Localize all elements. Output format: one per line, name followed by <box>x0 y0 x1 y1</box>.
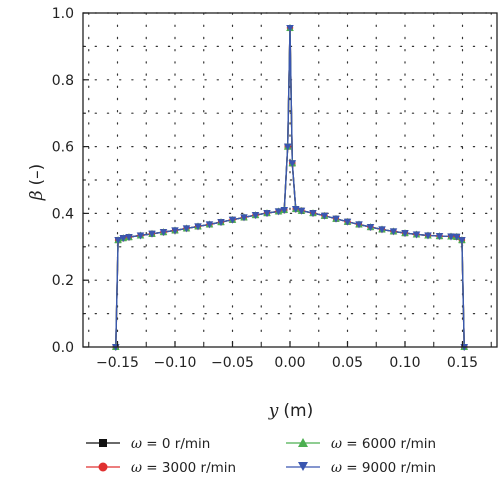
data-point-triangle-down <box>217 219 225 227</box>
legend-marker-square <box>99 439 107 447</box>
legend: ω = 0 r/min ω = 3000 r/min ω = 6000 r/mi… <box>86 436 436 476</box>
x-axis-symbol: y <box>268 401 279 421</box>
data-point-triangle-down <box>366 224 375 232</box>
data-point-triangle-down <box>378 226 386 234</box>
legend-marker-circle <box>98 462 108 472</box>
data-point-triangle-down <box>424 232 432 240</box>
data-point-triangle-down <box>114 237 122 245</box>
y-tick-label: 0.6 <box>52 140 74 156</box>
data-point-triangle-down <box>182 225 191 233</box>
legend-label: ω = 0 r/min <box>131 436 210 452</box>
data-point-triangle-down <box>194 223 202 231</box>
x-tick-label: 0.00 <box>274 355 305 371</box>
legend-symbol: ω <box>331 436 342 452</box>
data-point-triangle-down <box>288 160 297 168</box>
data-point-triangle-down <box>435 233 444 241</box>
y-tick-label: 0.8 <box>52 73 74 89</box>
x-axis-unit: (m) <box>283 401 313 421</box>
data-point-triangle-down <box>343 218 352 226</box>
legend-label: ω = 9000 r/min <box>331 460 436 476</box>
x-tick-label: 0.15 <box>447 355 478 371</box>
data-point-triangle-down <box>286 25 294 33</box>
data-point-triangle-down <box>280 207 289 215</box>
legend-symbol: ω <box>331 460 342 476</box>
y-axis-unit: (–) <box>27 164 47 186</box>
data-point-triangle-down <box>412 231 421 239</box>
data-point-triangle-down <box>401 230 409 238</box>
legend-text: = 9000 r/min <box>342 460 436 476</box>
data-point-triangle-down <box>283 143 292 151</box>
data-point-triangle-down <box>136 232 145 240</box>
legend-entry: ω = 6000 r/min <box>286 436 436 452</box>
legend-label: ω = 6000 r/min <box>331 436 436 452</box>
legend-marker-triangle <box>298 438 308 447</box>
legend-marker-triangle-down <box>298 462 308 471</box>
x-tick-label: 0.05 <box>332 355 363 371</box>
legend-entry: ω = 0 r/min <box>86 436 210 452</box>
legend-text: = 3000 r/min <box>142 460 236 476</box>
legend-text: = 0 r/min <box>142 436 210 452</box>
y-tick-label: 0.4 <box>52 206 74 222</box>
data-point-triangle-down <box>355 221 363 229</box>
data-point-triangle-down <box>148 230 156 238</box>
y-axis-label: β (–) <box>27 164 47 202</box>
data-point-triangle-down <box>297 207 306 215</box>
y-tick-label: 0.0 <box>52 340 74 356</box>
data-point-triangle-down <box>125 234 133 242</box>
legend-entry: ω = 9000 r/min <box>286 460 436 476</box>
data-point-triangle-down <box>332 215 340 223</box>
data-point-triangle-down <box>452 233 461 241</box>
legend-symbol: ω <box>131 460 142 476</box>
data-point-triangle-down <box>205 221 214 229</box>
y-tick-label: 0.2 <box>52 273 74 289</box>
data-point-triangle-down <box>389 228 398 236</box>
x-tick-label: −0.15 <box>96 355 139 371</box>
data-point-triangle-down <box>119 235 128 243</box>
data-point-triangle-down <box>159 229 168 237</box>
data-point-triangle-down <box>251 212 260 220</box>
x-tick-label: 0.10 <box>389 355 420 371</box>
data-point-triangle-down <box>274 208 283 216</box>
data-point-triangle-down <box>309 210 317 218</box>
x-tick-label: −0.10 <box>154 355 197 371</box>
data-point-triangle-down <box>240 214 248 222</box>
data-point-triangle-down <box>447 233 455 241</box>
y-tick-label: 1.0 <box>52 6 74 22</box>
x-tick-label: −0.05 <box>211 355 254 371</box>
data-point-triangle-down <box>171 227 179 235</box>
legend-symbol: ω <box>131 436 142 452</box>
legend-label: ω = 3000 r/min <box>131 460 236 476</box>
x-axis-label: y (m) <box>268 401 313 421</box>
data-point-triangle-down <box>320 212 329 220</box>
legend-entry: ω = 3000 r/min <box>86 460 236 476</box>
data-point-triangle-down <box>228 216 237 224</box>
axis-ticks: −0.15 −0.10 −0.05 0.00 0.05 0.10 0.15 0.0 0.2 0.4… <box>52 6 492 371</box>
y-axis-symbol: β <box>27 190 47 201</box>
data-point-triangle-down <box>263 210 271 218</box>
series-markers <box>111 24 469 351</box>
data-point-triangle-down <box>458 237 466 245</box>
legend-text: = 6000 r/min <box>342 436 436 452</box>
data-point-triangle-down <box>291 206 300 214</box>
